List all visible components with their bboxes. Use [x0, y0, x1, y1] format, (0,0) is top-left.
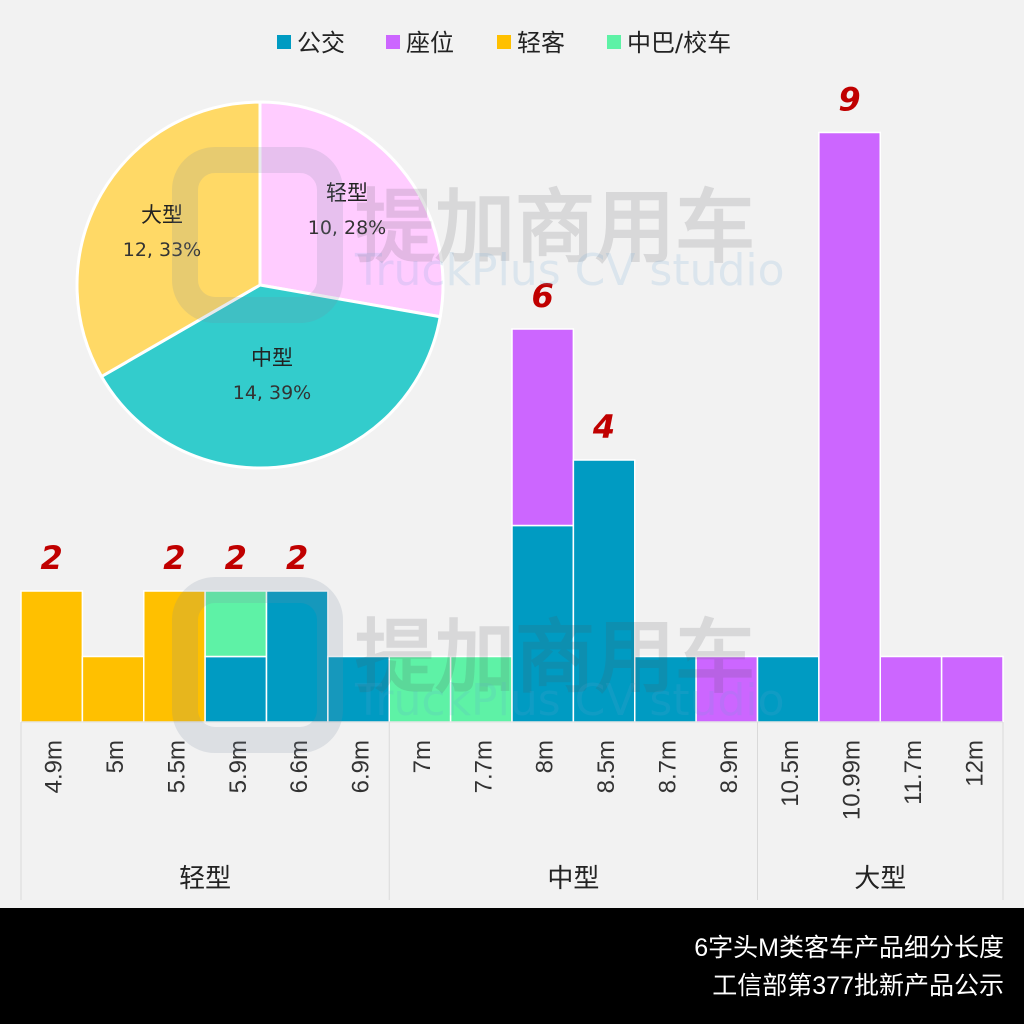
bar-公交 [756, 655, 820, 723]
x-tick-label: 10.5m [777, 740, 804, 807]
group-label: 中型 [547, 864, 599, 894]
pie-label-name: 大型 [141, 203, 183, 227]
footer: 6字头M类客车产品细分长度 工信部第377批新产品公示 [0, 908, 1024, 1024]
x-tick-label: 6.6m [286, 740, 313, 793]
bar-公交 [572, 459, 636, 723]
watermark-logo-icon [172, 147, 343, 323]
bar-中巴/校车 [388, 655, 452, 723]
bar-轻客 [143, 590, 206, 723]
data-label: 4 [592, 408, 615, 446]
footer-subtitle: 工信部第377批新产品公示 [712, 972, 1004, 1000]
bar-座位 [511, 328, 575, 527]
x-tick-label: 8.5m [593, 740, 620, 793]
data-label: 9 [838, 81, 860, 119]
bar-座位 [879, 655, 943, 723]
watermark-cn: 提加商用车 [355, 181, 755, 274]
footer-title: 6字头M类客车产品细分长度 [694, 934, 1004, 962]
pie-label-name: 轻型 [326, 181, 368, 205]
legend-label: 座位 [406, 29, 454, 57]
watermark-en: TruckPlus CV studio [354, 245, 785, 296]
pie-label-value: 14, 39% [233, 382, 312, 404]
bar-中巴/校车 [204, 590, 268, 658]
bar-轻客 [20, 590, 84, 723]
bar-中巴/校车 [449, 655, 513, 723]
bar-座位 [695, 655, 759, 723]
pie-label-value: 10, 28% [308, 217, 387, 239]
x-tick-label: 12m [961, 740, 988, 787]
group-label: 轻型 [179, 864, 231, 894]
data-label: 2 [286, 539, 308, 577]
legend-label: 轻客 [517, 29, 565, 57]
x-tick-label: 5.9m [225, 740, 252, 793]
chart: 公交 座位 轻客 中巴/校车 2 4.9m 5m 2 5.5m 2 5.9m 2 6.6m 6.9m 7m 7… [20, 29, 1004, 900]
bar-座位 [818, 131, 881, 723]
bar-座位 [940, 655, 1004, 723]
x-tick-label: 6.9m [348, 740, 375, 793]
bar-公交 [511, 524, 575, 723]
x-tick-label: 8.9m [716, 740, 743, 793]
x-tick-label: 5.5m [163, 740, 190, 793]
bar-公交 [265, 590, 329, 723]
x-tick-label: 11.7m [900, 740, 927, 805]
group-label: 大型 [854, 864, 906, 894]
pie-slice-中型 [99, 283, 442, 470]
data-label: 2 [41, 539, 63, 577]
x-tick-label: 8.7m [654, 740, 681, 793]
x-tick-label: 10.99m [839, 740, 866, 820]
data-label: 6 [532, 277, 554, 315]
data-label: 2 [163, 539, 185, 577]
pie-slice-大型 [75, 100, 262, 379]
watermark-cn: 提加商用车 [355, 611, 755, 704]
legend-swatch [277, 35, 291, 49]
legend-label: 中巴/校车 [627, 29, 731, 57]
bar-公交 [204, 655, 268, 723]
legend-swatch [607, 35, 621, 49]
x-tick-label: 7m [409, 740, 436, 773]
watermark-en: TruckPlus CV studio [354, 675, 785, 726]
legend-swatch [386, 35, 400, 49]
pie-label-name: 中型 [251, 346, 293, 370]
x-tick-label: 4.9m [41, 740, 68, 793]
watermark-logo-icon [172, 577, 343, 753]
x-tick-label: 5m [102, 740, 129, 773]
legend-label: 公交 [297, 29, 345, 57]
data-label: 2 [225, 539, 247, 577]
legend-swatch [497, 35, 511, 49]
pie-label-value: 12, 33% [123, 239, 202, 261]
bar-轻客 [81, 655, 145, 723]
x-tick-label: 8m [532, 740, 559, 773]
x-tick-label: 7.7m [470, 740, 497, 793]
pie-slice-轻型 [258, 100, 445, 319]
